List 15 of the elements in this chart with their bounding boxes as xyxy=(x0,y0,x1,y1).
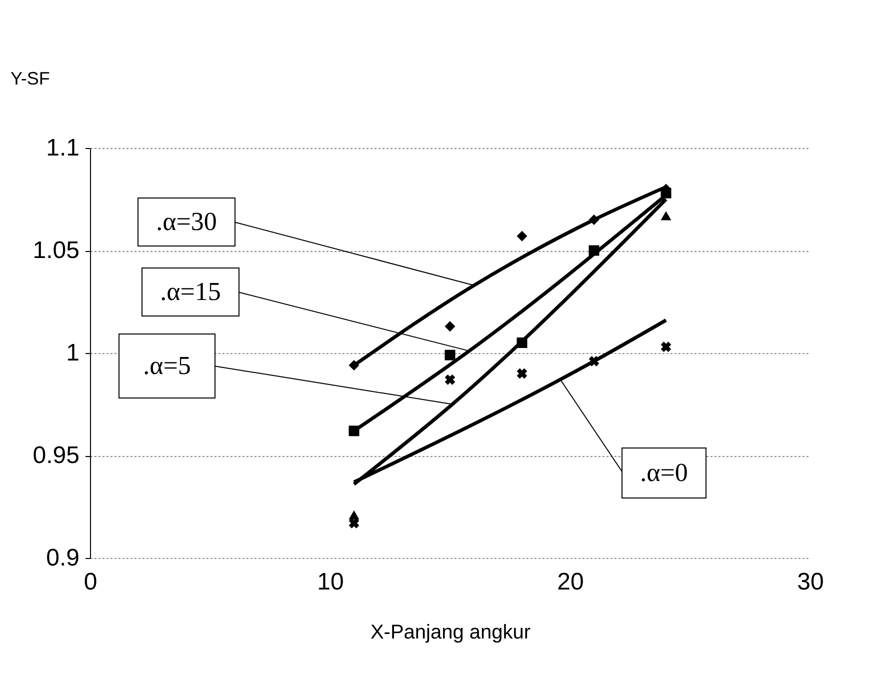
x-tick-label: 20 xyxy=(557,568,584,596)
annotation: .α=30 xyxy=(156,207,217,236)
annotation: .α=5 xyxy=(143,351,191,380)
x-tick-label: 0 xyxy=(84,568,98,596)
y-tick-label: 1 xyxy=(66,340,80,366)
y-tick-label: 1.05 xyxy=(32,237,80,264)
x-tick-label: 10 xyxy=(317,568,344,596)
annotation: .α=15 xyxy=(160,277,221,306)
y-tick-label: 0.95 xyxy=(32,442,80,469)
x-axis-title: X-Panjang angkur xyxy=(370,622,531,644)
y-axis-title: Y-SF xyxy=(10,68,50,88)
annotation: .α=0 xyxy=(640,458,688,487)
y-tick-label: 1.1 xyxy=(46,134,80,162)
y-tick-label: 0.9 xyxy=(46,544,80,572)
x-tick-label: 30 xyxy=(797,568,824,596)
